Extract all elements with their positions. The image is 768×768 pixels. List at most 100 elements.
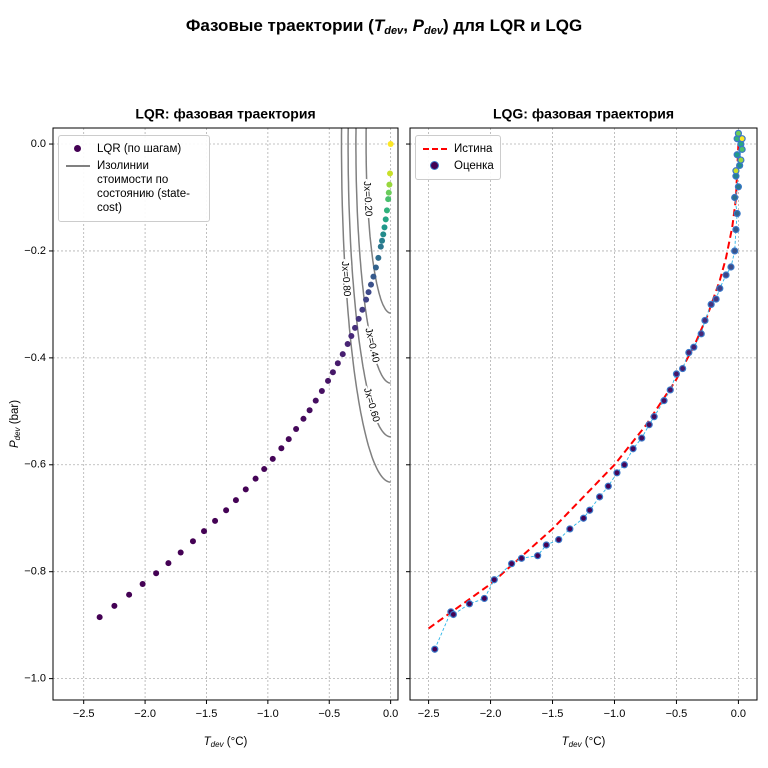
y-tick-label: −0.2 (24, 245, 46, 257)
contour-label: Jx=0.20 (361, 181, 374, 217)
plot-area (410, 128, 757, 700)
legend-marker (423, 148, 447, 150)
point (385, 196, 392, 203)
point (629, 445, 637, 453)
contour-line (365, 128, 391, 314)
point (318, 388, 325, 395)
point (660, 397, 668, 405)
x-tick-label: 0.0 (731, 708, 746, 720)
axis-label-part: (bar) (9, 400, 21, 428)
point (613, 469, 621, 477)
point (685, 348, 693, 357)
axis-label-part: T (562, 736, 570, 748)
legend-marker (74, 145, 81, 152)
axis-label-part: (°C) (582, 736, 606, 748)
point (566, 525, 574, 533)
point (645, 421, 653, 429)
x-tick-label: −0.5 (318, 708, 340, 720)
point (96, 614, 103, 621)
legend: LQR (по шагам) Изолинии стоимости по сост… (58, 135, 210, 222)
title-text: T (374, 16, 386, 35)
point (542, 541, 550, 549)
title-text: Фазовые траектории ( (186, 16, 374, 35)
point (586, 506, 594, 514)
legend-entry: Истина (422, 142, 494, 156)
point (363, 296, 370, 303)
point (733, 209, 741, 218)
point (165, 560, 172, 567)
x-tick-label: −2.0 (480, 708, 502, 720)
point (269, 455, 276, 462)
y-tick-label: −0.6 (24, 459, 46, 471)
axis-label: Tdev (°C) (204, 736, 248, 749)
x-tick-label: −2.0 (134, 708, 156, 720)
x-tick-label: −1.0 (604, 708, 626, 720)
y-tick-label: −0.8 (24, 566, 46, 578)
point (377, 243, 384, 250)
title-subscript: dev (384, 25, 404, 37)
point (579, 514, 588, 522)
point (679, 364, 687, 373)
point (596, 493, 604, 501)
point (126, 591, 133, 598)
point (604, 482, 612, 490)
x-tick-label: 0.0 (383, 708, 398, 720)
title-subscript: dev (424, 25, 444, 37)
axis-label-part: dev (13, 426, 22, 440)
point (355, 315, 362, 322)
legend-key (422, 142, 448, 156)
point (690, 343, 698, 351)
point (449, 610, 457, 619)
point (734, 129, 743, 137)
point (334, 360, 341, 367)
axis-label-part: (°C) (224, 736, 248, 748)
point (111, 602, 118, 609)
point (620, 461, 628, 469)
point (712, 295, 720, 303)
axes-frame (52, 127, 399, 701)
legend-label: LQR (по шагам) (97, 143, 182, 155)
point (348, 332, 355, 339)
contour-line (340, 128, 391, 483)
point (372, 264, 379, 271)
point (387, 141, 394, 148)
point (731, 247, 739, 255)
point (139, 580, 146, 587)
axis-label: Pdev (bar) (9, 400, 22, 448)
point (387, 170, 394, 177)
point (365, 289, 372, 296)
truth-line (428, 143, 740, 630)
legend-marker (66, 165, 90, 167)
point (312, 397, 319, 404)
point (732, 167, 740, 175)
point (278, 445, 285, 452)
contour-line (355, 128, 391, 384)
point (344, 340, 351, 347)
point (431, 645, 439, 653)
point (300, 415, 307, 422)
y-tick-label: −1.0 (24, 673, 46, 685)
title-text: ) для LQR и LQG (443, 16, 582, 35)
point (666, 386, 674, 394)
point (329, 369, 336, 376)
point (370, 273, 377, 280)
legend-label: Истина (454, 143, 493, 155)
point (734, 183, 743, 191)
point (293, 425, 300, 432)
legend-label: Изолинии стоимости по состоянию (state-c… (97, 160, 190, 214)
legend-entry: LQR (по шагам) (65, 142, 203, 156)
point (325, 377, 332, 384)
point (386, 181, 393, 188)
point (189, 538, 196, 545)
axis-label-part: P (9, 440, 21, 448)
point (177, 549, 184, 556)
point (285, 436, 292, 443)
figure-title: Фазовые траектории (Tdev, Pdev) для LQR … (186, 16, 582, 36)
point (534, 552, 542, 560)
point (242, 486, 249, 493)
legend-marker (431, 162, 438, 169)
legend-key (65, 159, 91, 173)
legend-key (422, 159, 448, 173)
contour-label: Jx=0.80 (339, 261, 352, 297)
legend-label: Оценка (454, 160, 494, 172)
